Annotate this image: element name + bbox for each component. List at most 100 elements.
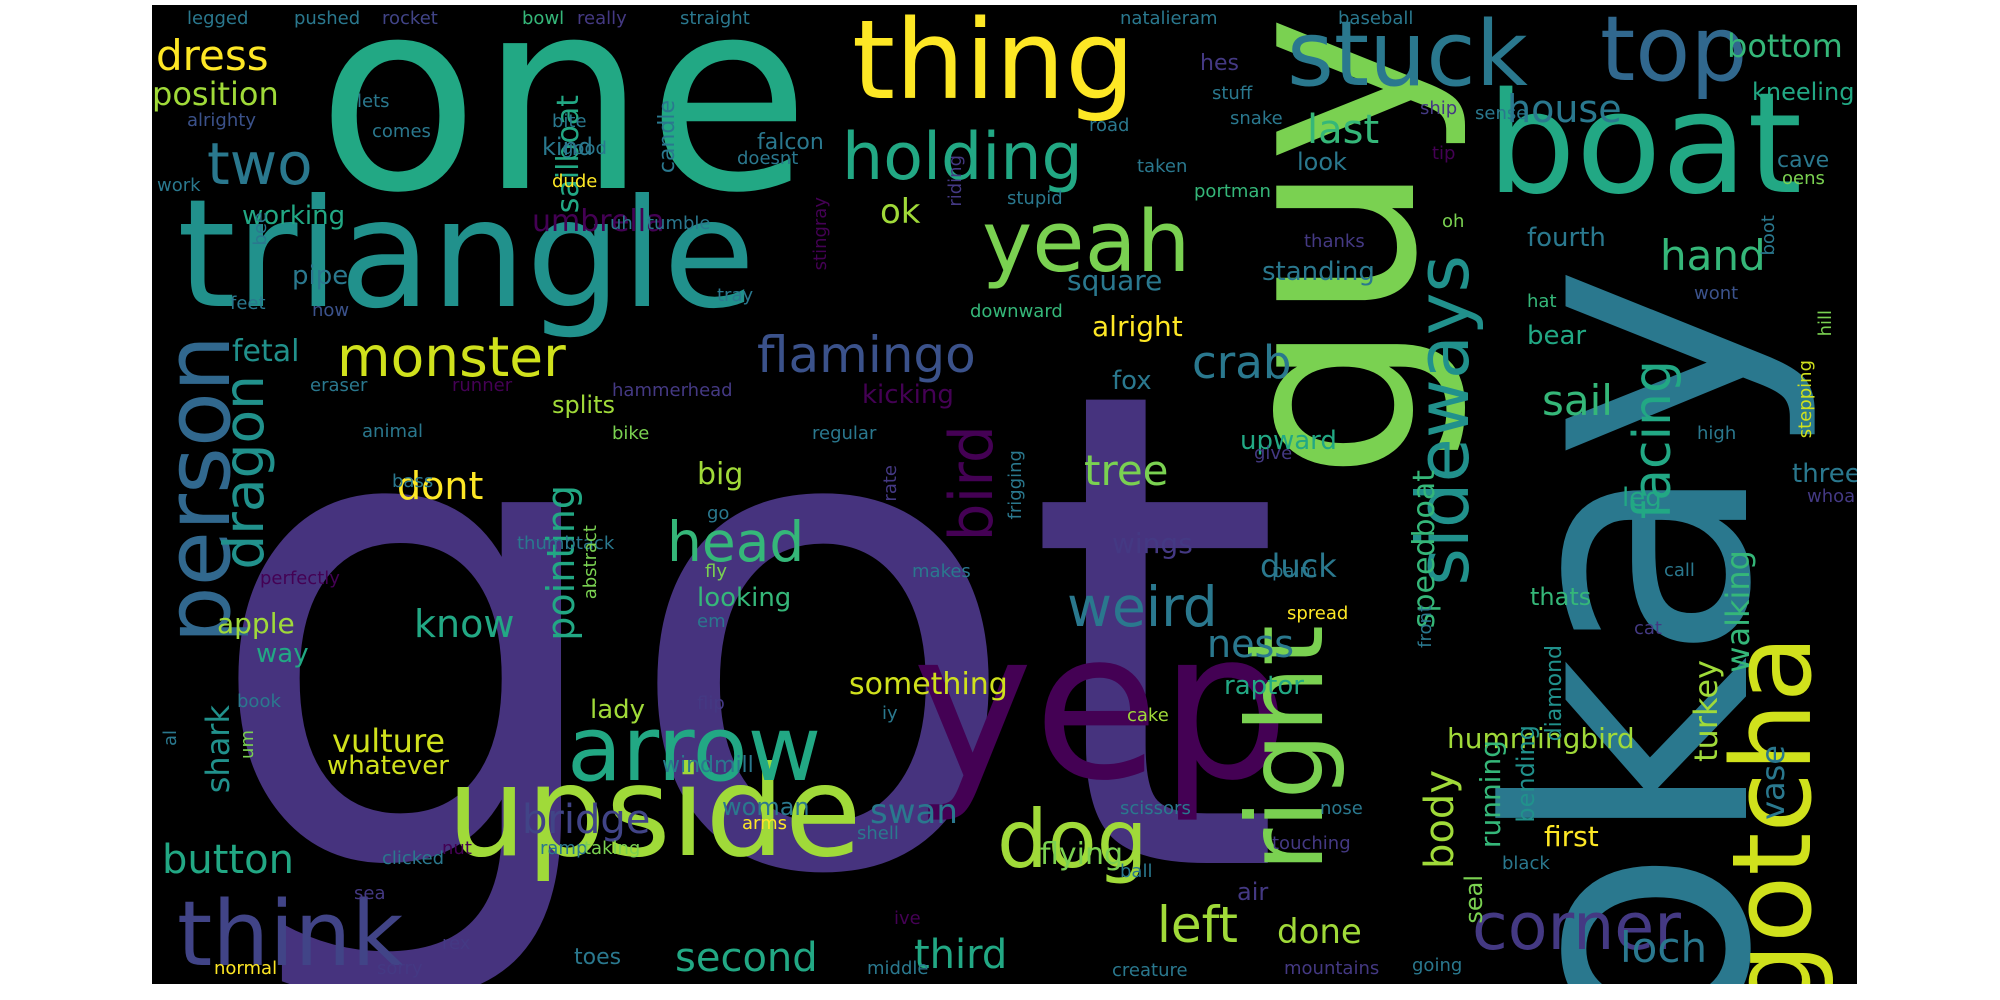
word-cloud-word: splits xyxy=(552,391,615,419)
word-cloud-word: makes xyxy=(912,561,971,582)
word-cloud-word: thing xyxy=(852,5,1135,124)
word-cloud-word: ball xyxy=(1120,861,1153,882)
word-cloud-word: pipe xyxy=(292,261,349,291)
word-cloud-word: high xyxy=(1697,423,1737,444)
word-cloud-word: um xyxy=(237,730,258,759)
word-cloud-word: bite xyxy=(552,111,587,132)
word-cloud-word: al xyxy=(160,730,181,747)
word-cloud-word: bending xyxy=(1512,725,1540,823)
word-cloud-word: legged xyxy=(187,8,249,29)
word-cloud-word: one xyxy=(317,5,811,251)
word-cloud-word: runner xyxy=(452,375,513,396)
word-cloud-word: bridge xyxy=(522,797,651,843)
word-cloud-word: woman xyxy=(722,793,810,821)
word-cloud-word: dragon xyxy=(212,375,276,570)
word-cloud-word: middle xyxy=(867,958,929,979)
word-cloud-word: vase xyxy=(1754,745,1792,820)
word-cloud-word: cave xyxy=(1777,148,1830,173)
word-cloud-word: downward xyxy=(970,301,1063,322)
word-cloud-word: taking xyxy=(584,838,641,859)
word-cloud-word: tree xyxy=(1084,446,1169,495)
word-cloud-word: hat xyxy=(1527,291,1557,312)
word-cloud-word: arrow xyxy=(567,697,822,802)
word-cloud-word: working xyxy=(242,201,346,231)
word-cloud-word: bass xyxy=(392,471,434,492)
word-cloud-word: umbrella xyxy=(532,204,665,239)
word-cloud-word: falcon xyxy=(757,130,824,155)
word-cloud-word: air xyxy=(1237,878,1269,906)
word-cloud-word: sense xyxy=(1475,103,1528,124)
word-cloud-word: eraser xyxy=(310,375,368,396)
word-cloud-word: yeah xyxy=(982,193,1191,292)
word-cloud-word: iy xyxy=(882,703,898,724)
word-cloud-word: rocket xyxy=(382,8,438,29)
word-cloud-word: bottom xyxy=(1727,27,1843,65)
word-cloud-word: third xyxy=(914,932,1008,978)
word-cloud-word: regular xyxy=(812,423,877,444)
word-cloud-word: bee xyxy=(250,212,271,246)
word-cloud-word: way xyxy=(256,639,309,669)
word-cloud-word: flying xyxy=(1040,837,1124,872)
word-cloud-word: taken xyxy=(1137,156,1188,177)
word-cloud-word: pointing xyxy=(539,485,583,641)
word-cloud-word: holding xyxy=(842,120,1083,195)
word-cloud-word: shark xyxy=(199,705,237,794)
word-cloud-word: looking xyxy=(697,583,792,613)
word-cloud-word: thanks xyxy=(1304,231,1365,252)
word-cloud-word: thats xyxy=(1530,583,1592,611)
word-cloud-word: hummingbird xyxy=(1447,722,1635,755)
word-cloud-word: running xyxy=(1474,740,1507,849)
word-cloud-word: think xyxy=(177,882,404,984)
word-cloud-word: something xyxy=(849,667,1008,702)
word-cloud-word: dog xyxy=(997,793,1148,886)
word-cloud-word: tumble xyxy=(647,213,711,234)
word-cloud-word: wings xyxy=(1112,527,1193,560)
word-cloud-word: boat xyxy=(1487,63,1803,226)
word-cloud-word: loch xyxy=(1620,923,1708,972)
word-cloud-word: stingray xyxy=(810,197,831,271)
word-cloud-word: creature xyxy=(1112,960,1188,981)
word-cloud-word: ness xyxy=(1207,622,1295,666)
word-cloud-word: book xyxy=(237,691,281,712)
word-cloud-word: em xyxy=(697,611,726,632)
word-cloud-word: body xyxy=(1417,770,1463,869)
word-cloud-word: fetal xyxy=(232,334,300,369)
word-cloud-word: upside xyxy=(447,740,862,885)
word-cloud-word: nut xyxy=(442,838,472,859)
word-cloud-word: crab xyxy=(1192,336,1292,389)
word-cloud-word: portman xyxy=(1194,181,1271,202)
word-cloud-word: look xyxy=(1297,148,1347,176)
word-cloud-word: dont xyxy=(397,464,484,508)
word-cloud-word: dress xyxy=(156,31,269,80)
word-cloud-word: rate xyxy=(880,465,901,502)
word-cloud-word: position xyxy=(152,75,279,113)
word-cloud-word: ok xyxy=(880,192,921,232)
word-cloud-word: lady xyxy=(590,695,646,725)
word-cloud-word: apple xyxy=(217,607,295,640)
word-cloud-word: two xyxy=(207,130,313,198)
word-cloud-word: spread xyxy=(1287,603,1349,624)
word-cloud-word: frigging xyxy=(1005,450,1026,520)
word-cloud-word: ship xyxy=(1420,98,1458,119)
word-cloud-word: nose xyxy=(1320,798,1363,819)
word-cloud-word: work xyxy=(157,175,201,196)
word-cloud-word: fox xyxy=(1112,366,1152,396)
word-cloud-word: swan xyxy=(870,792,958,832)
word-cloud-word: done xyxy=(1277,912,1362,952)
word-cloud-word: stuck xyxy=(1287,5,1528,107)
word-cloud-word: yep xyxy=(912,588,1290,826)
word-cloud-word: front xyxy=(1415,605,1436,648)
word-cloud-word: black xyxy=(1502,853,1550,874)
word-cloud-word: flamingo xyxy=(757,326,976,384)
word-cloud-word: monster xyxy=(337,325,566,389)
word-cloud-word: pushed xyxy=(294,8,361,29)
word-cloud-word: boot xyxy=(1758,215,1779,256)
word-cloud-word: stepping xyxy=(1795,360,1816,439)
word-cloud-word: perfectly xyxy=(260,568,340,589)
word-cloud-word: riding xyxy=(945,155,966,207)
word-cloud-word: bowl xyxy=(522,8,565,29)
word-cloud-word: stupid xyxy=(1007,188,1063,209)
word-cloud-word: vulture xyxy=(332,722,446,760)
word-cloud-word: left xyxy=(1157,896,1238,954)
word-cloud-word: corner xyxy=(1472,890,1681,965)
